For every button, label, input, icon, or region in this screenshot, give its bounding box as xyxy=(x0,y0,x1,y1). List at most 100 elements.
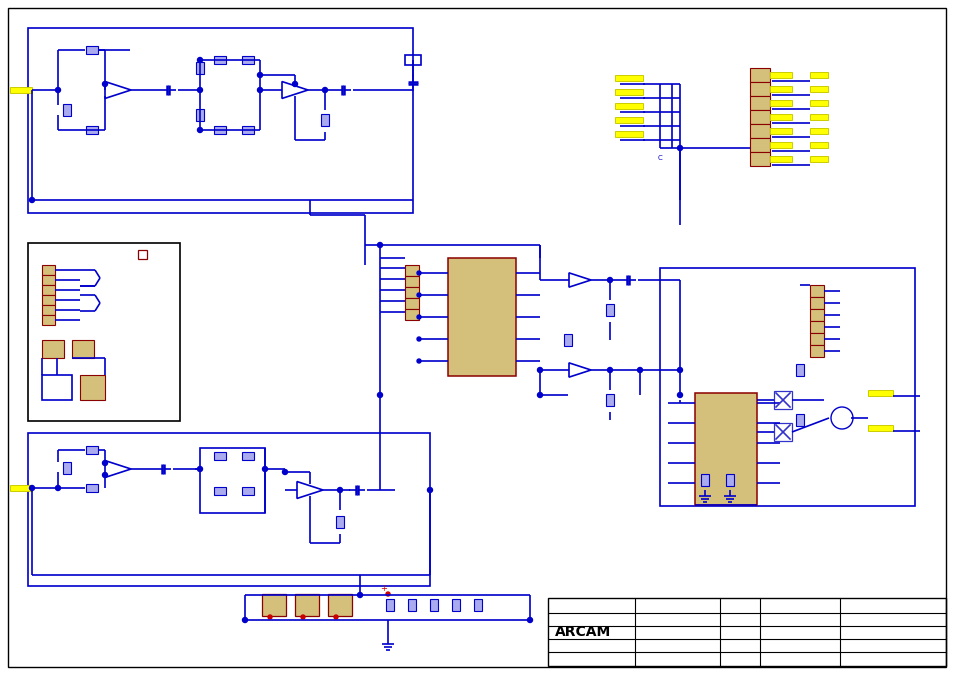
Circle shape xyxy=(637,367,641,373)
Bar xyxy=(430,599,437,611)
Circle shape xyxy=(268,615,272,619)
Bar xyxy=(405,298,418,309)
Circle shape xyxy=(386,592,390,596)
Bar xyxy=(769,156,791,162)
Bar xyxy=(605,304,614,316)
Bar xyxy=(809,297,823,309)
Circle shape xyxy=(416,359,420,363)
Circle shape xyxy=(257,88,262,92)
Circle shape xyxy=(262,466,267,472)
Circle shape xyxy=(30,485,34,491)
Bar xyxy=(773,391,791,409)
Circle shape xyxy=(55,88,60,92)
Bar xyxy=(809,100,827,106)
Bar xyxy=(659,268,914,506)
Bar xyxy=(867,390,892,396)
Bar xyxy=(42,375,71,400)
Bar xyxy=(405,55,420,65)
Bar xyxy=(328,594,352,616)
Bar xyxy=(695,393,757,505)
Bar xyxy=(769,86,791,92)
Bar xyxy=(42,285,55,295)
Bar xyxy=(547,598,945,666)
Bar xyxy=(86,484,98,492)
Circle shape xyxy=(337,487,342,493)
Bar xyxy=(563,334,572,346)
Bar xyxy=(242,126,253,134)
Bar xyxy=(615,103,642,109)
Bar xyxy=(809,321,823,333)
Text: C: C xyxy=(658,155,662,161)
Circle shape xyxy=(102,82,108,86)
Bar xyxy=(405,265,418,276)
Bar xyxy=(200,448,265,513)
Bar xyxy=(386,599,394,611)
Bar xyxy=(86,46,98,54)
Bar xyxy=(749,138,769,152)
Circle shape xyxy=(102,460,108,466)
Circle shape xyxy=(677,146,681,151)
Bar xyxy=(795,364,803,376)
Bar xyxy=(335,516,344,528)
Circle shape xyxy=(537,367,542,373)
Bar xyxy=(242,452,253,460)
Bar xyxy=(769,72,791,78)
Circle shape xyxy=(607,367,612,373)
Bar xyxy=(320,114,329,126)
Bar xyxy=(138,250,147,259)
Bar xyxy=(408,599,416,611)
Bar xyxy=(42,275,55,285)
Bar xyxy=(725,474,733,486)
Bar xyxy=(80,375,105,400)
Bar xyxy=(749,96,769,110)
Bar xyxy=(86,126,98,134)
Bar xyxy=(262,594,286,616)
Circle shape xyxy=(197,128,202,132)
Bar xyxy=(448,258,516,376)
Bar xyxy=(474,599,481,611)
Bar xyxy=(28,28,413,213)
Bar xyxy=(28,243,180,421)
Bar xyxy=(242,487,253,495)
Bar xyxy=(605,394,614,406)
Circle shape xyxy=(322,88,327,92)
Circle shape xyxy=(242,618,247,622)
Circle shape xyxy=(427,487,432,493)
Bar xyxy=(749,152,769,166)
Circle shape xyxy=(257,72,262,78)
Bar xyxy=(213,126,226,134)
Circle shape xyxy=(416,271,420,275)
Bar xyxy=(749,110,769,124)
Bar xyxy=(769,128,791,134)
Bar xyxy=(452,599,459,611)
Bar xyxy=(86,446,98,454)
Bar xyxy=(809,142,827,148)
Bar xyxy=(773,423,791,441)
Bar xyxy=(213,452,226,460)
Bar xyxy=(615,75,642,81)
Circle shape xyxy=(301,615,305,619)
Bar xyxy=(809,86,827,92)
Bar xyxy=(749,124,769,138)
Circle shape xyxy=(607,277,612,283)
Bar xyxy=(615,131,642,137)
Circle shape xyxy=(102,472,108,477)
Circle shape xyxy=(416,337,420,341)
Bar xyxy=(195,109,204,121)
Bar xyxy=(42,295,55,305)
Bar xyxy=(10,87,32,93)
Bar xyxy=(42,315,55,325)
Bar xyxy=(809,309,823,321)
Bar xyxy=(749,82,769,96)
Bar xyxy=(867,425,892,431)
Circle shape xyxy=(197,466,202,472)
Bar xyxy=(42,305,55,315)
Bar xyxy=(809,345,823,357)
Bar xyxy=(242,56,253,64)
Bar xyxy=(809,114,827,120)
Bar xyxy=(405,309,418,320)
Circle shape xyxy=(677,367,681,373)
Circle shape xyxy=(334,615,337,619)
Circle shape xyxy=(55,485,60,491)
Bar xyxy=(213,56,226,64)
